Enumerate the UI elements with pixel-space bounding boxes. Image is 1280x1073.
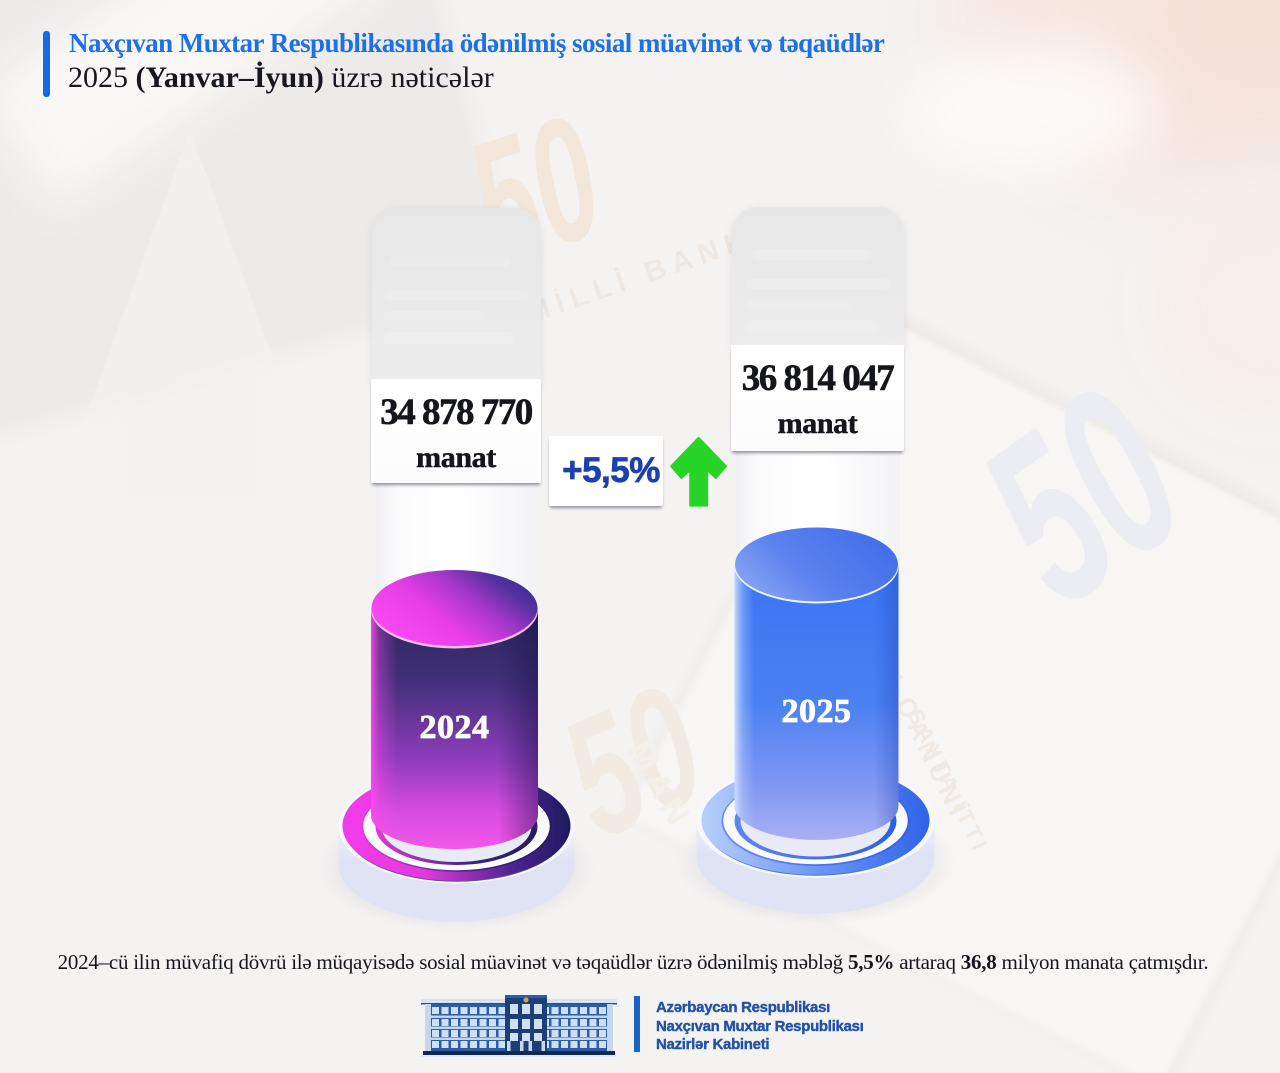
svg-text:2025: 2025 bbox=[782, 693, 852, 730]
svg-text:2024: 2024 bbox=[420, 709, 490, 746]
